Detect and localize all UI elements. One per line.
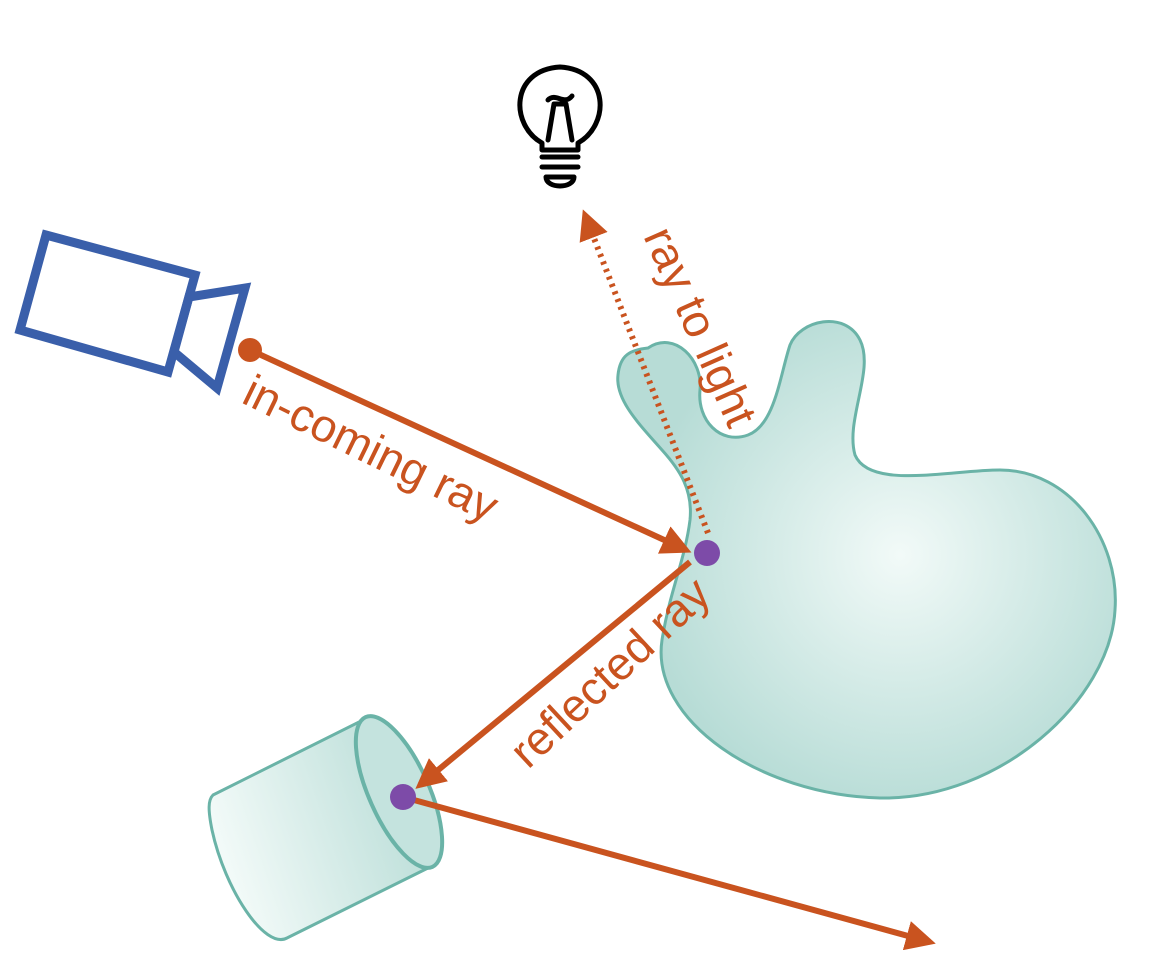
outgoing-ray — [402, 794, 936, 951]
reflected-ray — [415, 559, 692, 789]
light-bulb-icon — [517, 64, 603, 189]
hit-point-cylinder — [390, 784, 416, 810]
incoming-ray — [248, 347, 692, 554]
ray-to-light — [579, 209, 711, 535]
reflective-object — [616, 320, 1117, 800]
ray-origin-point — [238, 338, 262, 362]
camera-icon — [14, 229, 252, 396]
cylinder-object — [207, 714, 445, 942]
hit-point-object — [694, 540, 720, 566]
